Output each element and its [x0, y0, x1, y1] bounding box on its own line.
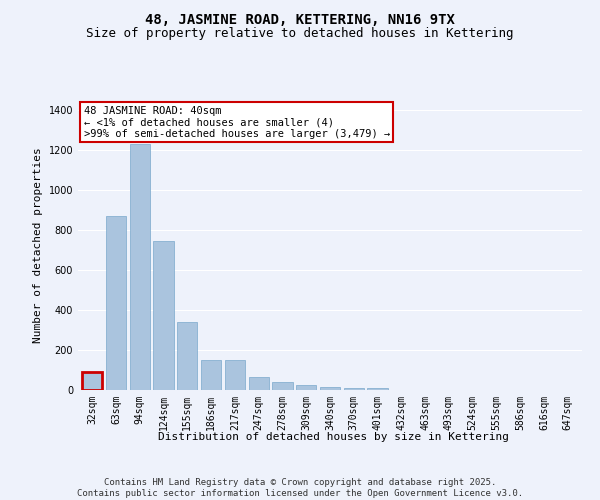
Bar — [296, 385, 316, 390]
Text: Size of property relative to detached houses in Kettering: Size of property relative to detached ho… — [86, 28, 514, 40]
Bar — [130, 144, 150, 390]
Text: 48, JASMINE ROAD, KETTERING, NN16 9TX: 48, JASMINE ROAD, KETTERING, NN16 9TX — [145, 12, 455, 26]
Bar — [154, 241, 173, 390]
Bar — [248, 377, 269, 390]
Bar — [82, 372, 103, 390]
Bar — [225, 360, 245, 390]
Bar — [106, 216, 126, 390]
Bar — [201, 360, 221, 390]
Y-axis label: Number of detached properties: Number of detached properties — [33, 147, 43, 343]
Bar — [344, 388, 364, 390]
Bar — [367, 388, 388, 390]
Text: Contains HM Land Registry data © Crown copyright and database right 2025.
Contai: Contains HM Land Registry data © Crown c… — [77, 478, 523, 498]
Bar — [177, 322, 197, 390]
Text: 48 JASMINE ROAD: 40sqm
← <1% of detached houses are smaller (4)
>99% of semi-det: 48 JASMINE ROAD: 40sqm ← <1% of detached… — [83, 106, 390, 139]
Text: Distribution of detached houses by size in Kettering: Distribution of detached houses by size … — [158, 432, 509, 442]
Bar — [320, 387, 340, 390]
Bar — [272, 382, 293, 390]
